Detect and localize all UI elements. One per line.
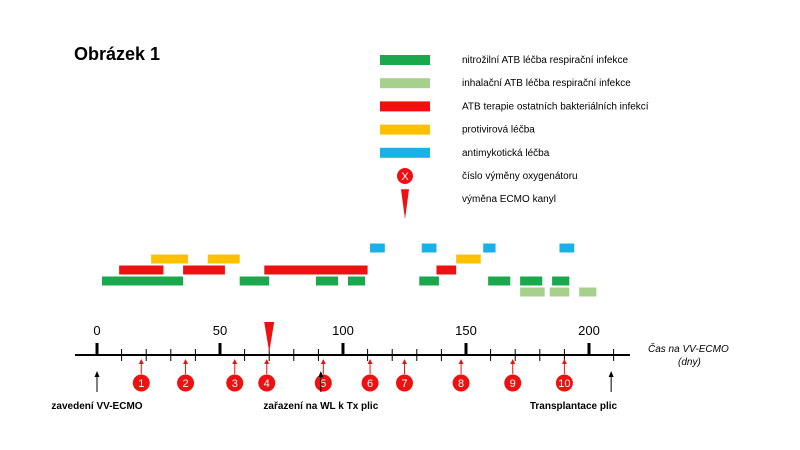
oxygenator-arrowhead-2 <box>183 359 189 364</box>
tick-label-100: 100 <box>332 323 354 338</box>
oxygenator-number-1: 1 <box>138 378 144 390</box>
event-arrowhead-1 <box>318 371 324 377</box>
oxygenator-marker-9 <box>504 374 522 392</box>
event-arrowhead-0 <box>94 371 100 377</box>
legend-label-1: inhalační ATB léčba respirační infekce <box>462 78 631 89</box>
legend-oxygenator-icon <box>397 168 413 184</box>
axis-label-line1: Čas na VV-ECMO <box>648 342 729 355</box>
oxygenator-marker-2 <box>177 374 195 392</box>
legend-label-0: nitrožilní ATB léčba respirační infekce <box>462 55 628 66</box>
treatment-bars <box>101 243 597 297</box>
treatment-bar-inhal-20 <box>549 287 570 297</box>
treatment-bar-nitro-17 <box>520 276 543 286</box>
treatment-bar-nitro-14 <box>347 276 366 286</box>
oxygenator-number-7: 7 <box>401 378 407 390</box>
oxygenator-arrowhead-10 <box>561 359 567 364</box>
oxygenator-arrowhead-5 <box>320 359 326 364</box>
treatment-bar-nitro-15 <box>419 276 439 286</box>
oxygenator-marker-10 <box>555 374 573 392</box>
oxygenator-number-6: 6 <box>367 378 373 390</box>
oxygenator-marker-1 <box>132 374 150 392</box>
legend-label-3: protivirová léčba <box>462 125 535 136</box>
oxygenator-number-3: 3 <box>232 378 238 390</box>
event-label-2: Transplantace plic <box>530 401 618 412</box>
treatment-bar-atb_other-8 <box>183 265 225 275</box>
treatment-bar-antiviral-6 <box>456 254 481 264</box>
legend-swatch-nitro <box>380 55 430 65</box>
treatment-bar-atb_other-10 <box>436 265 457 275</box>
event-arrowhead-2 <box>608 371 614 377</box>
oxygenator-number-8: 8 <box>458 378 464 390</box>
legend-swatch-atb_other <box>380 101 430 112</box>
legend-swatch-antiviral <box>380 124 430 135</box>
tick-label-0: 0 <box>93 323 100 338</box>
legend: nitrožilní ATB léčba respirační infekce i… <box>380 55 649 220</box>
treatment-bar-nitro-16 <box>488 276 511 286</box>
oxygenator-number-2: 2 <box>182 378 188 390</box>
legend-oxygenator-symbol: X <box>401 171 409 183</box>
treatment-bar-antifungal-3 <box>559 243 575 253</box>
oxygenator-arrowhead-3 <box>232 359 238 364</box>
axis-label-line2: (dny) <box>678 357 701 368</box>
oxygenator-marker-8 <box>452 374 470 392</box>
treatment-bar-nitro-11 <box>101 276 184 286</box>
treatment-bar-nitro-18 <box>552 276 570 286</box>
oxygenator-marker-3 <box>226 374 244 392</box>
legend-swatch-inhal <box>380 78 430 89</box>
tick-label-50: 50 <box>213 323 227 338</box>
treatment-bar-nitro-13 <box>315 276 339 286</box>
treatment-bar-antifungal-1 <box>421 243 437 253</box>
treatment-bar-nitro-12 <box>239 276 270 286</box>
oxygenator-arrowhead-7 <box>402 359 407 364</box>
oxygenator-arrowhead-8 <box>458 359 464 364</box>
oxygenator-number-10: 10 <box>558 378 570 390</box>
oxygenator-arrowhead-1 <box>138 359 144 364</box>
treatment-bar-antiviral-5 <box>207 254 240 264</box>
treatment-bar-antiviral-4 <box>151 254 189 264</box>
legend-swatch-antifungal <box>380 147 430 158</box>
tick-label-150: 150 <box>455 323 477 338</box>
oxygenator-arrowhead-9 <box>510 359 516 364</box>
legend-cannula-icon <box>401 189 409 220</box>
events: zavedení VV-ECMO zařazení na WL k Tx plic… <box>51 371 618 412</box>
oxygenator-marker-5 <box>314 374 332 392</box>
time-axis: 0 50 100 150 200 Čas na VV-ECMO (dny) <box>75 322 729 368</box>
oxygenator-number-4: 4 <box>264 378 270 390</box>
treatment-bar-inhal-19 <box>520 287 545 297</box>
oxygenator-arrowhead-4 <box>264 359 270 364</box>
oxygenator-arrowhead-6 <box>367 359 373 364</box>
treatment-bar-atb_other-7 <box>119 265 164 275</box>
oxygenator-markers: 1 2 3 4 5 6 7 8 9 10 <box>132 359 573 392</box>
event-label-1: zařazení na WL k Tx plic <box>263 401 378 412</box>
treatment-bar-inhal-21 <box>579 287 597 297</box>
legend-label-4: antimykotická léčba <box>462 148 550 159</box>
oxygenator-number-9: 9 <box>510 378 516 390</box>
treatment-bar-atb_other-9 <box>264 265 368 275</box>
tick-label-200: 200 <box>578 323 600 338</box>
oxygenator-marker-6 <box>361 374 379 392</box>
legend-label-2: ATB terapie ostatních bakteriálních infe… <box>462 101 649 112</box>
cannula-change-marker-0 <box>264 322 275 352</box>
oxygenator-number-5: 5 <box>320 378 326 390</box>
figure-title: Obrázek 1 <box>74 44 161 64</box>
treatment-bar-antifungal-0 <box>370 243 385 253</box>
oxygenator-marker-7 <box>396 374 413 392</box>
oxygenator-marker-4 <box>258 374 276 392</box>
event-label-0: zavedení VV-ECMO <box>51 401 142 412</box>
treatment-bar-antifungal-2 <box>483 243 496 253</box>
legend-label-5: číslo výměny oxygenátoru <box>462 171 578 182</box>
legend-label-6: výměna ECMO kanyl <box>462 194 556 205</box>
